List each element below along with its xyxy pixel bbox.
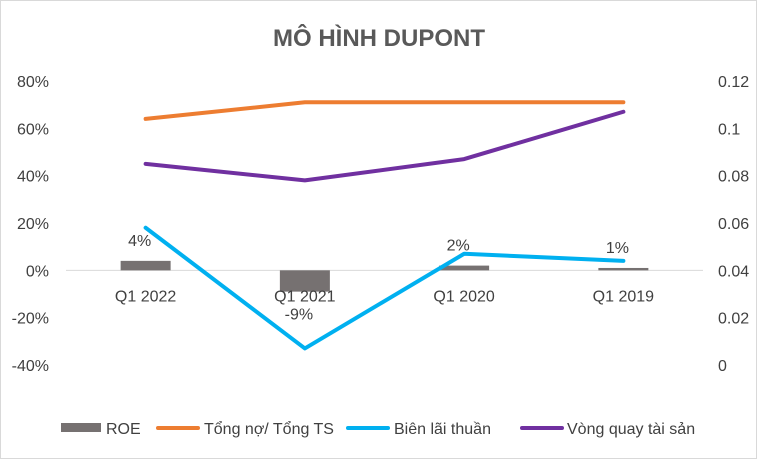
roe-bar: [439, 265, 490, 271]
roe-data-label: 1%: [606, 240, 629, 257]
series-lines: [143, 100, 626, 351]
right-axis-tick-label: 0.06: [718, 216, 749, 233]
legend-label: Biên lãi thuần: [394, 421, 491, 438]
category-label: Q1 2022: [115, 288, 176, 305]
roe-data-label: -9%: [285, 307, 313, 324]
roe-bar: [120, 260, 171, 271]
right-axis-tick-label: 0.04: [718, 263, 749, 280]
legend-label: Vòng quay tài sản: [567, 421, 695, 438]
left-axis-tick-label: -20%: [12, 311, 49, 328]
category-label: Q1 2021: [274, 288, 335, 305]
left-axis-tick-label: 40%: [17, 169, 49, 186]
roe-bar: [279, 270, 330, 292]
legend-label: ROE: [106, 421, 141, 438]
series-line-2: [143, 225, 626, 351]
right-axis-tick-label: 0.12: [718, 74, 749, 91]
roe-data-label: 2%: [447, 238, 470, 255]
roe-bars: [120, 260, 649, 292]
left-axis-tick-label: 80%: [17, 74, 49, 91]
series-line-1: [143, 100, 626, 121]
series-line-3: [143, 109, 626, 183]
left-axis-tick-label: 0%: [26, 263, 49, 280]
roe-data-label: 4%: [128, 233, 151, 250]
left-axis-tick-label: 60%: [17, 121, 49, 138]
category-label: Q1 2019: [593, 288, 654, 305]
left-axis-tick-label: -40%: [12, 358, 49, 375]
right-axis-tick-label: 0.02: [718, 311, 749, 328]
legend-swatch-roe: [61, 423, 101, 432]
right-axis: 0 0.02 0.04 0.06 0.08 0.1 0.12: [718, 74, 749, 375]
category-axis: Q1 2022 Q1 2021 Q1 2020 Q1 2019: [115, 288, 654, 305]
left-axis-tick-label: 20%: [17, 216, 49, 233]
right-axis-tick-label: 0: [718, 358, 727, 375]
data-labels: 4% -9% 2% 1%: [128, 233, 629, 324]
right-axis-tick-label: 0.1: [718, 121, 740, 138]
category-label: Q1 2020: [433, 288, 494, 305]
right-axis-tick-label: 0.08: [718, 169, 749, 186]
roe-bar: [598, 267, 649, 271]
legend-label: Tổng nợ/ Tổng TS: [204, 420, 334, 438]
legend: ROE Tổng nợ/ Tổng TS Biên lãi thuần Vòng qu…: [61, 420, 695, 438]
chart-title: MÔ HÌNH DUPONT: [273, 24, 485, 52]
left-axis: -40% -20% 0% 20% 40% 60% 80%: [12, 74, 49, 375]
